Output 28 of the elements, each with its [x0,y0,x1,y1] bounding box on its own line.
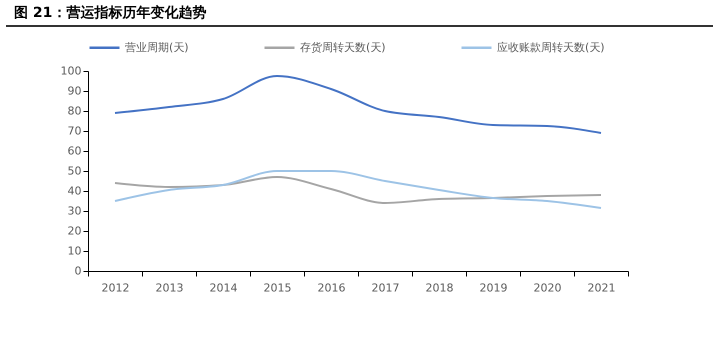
y-tick-label: 0 [74,264,82,278]
x-tick-label: 2018 [426,282,454,294]
x-tick-label: 2015 [264,282,292,294]
legend-label: 应收账款周转天数(天) [497,40,605,54]
y-tick-label: 60 [68,144,82,158]
x-tick-label: 2013 [156,282,184,294]
y-tick-label: 30 [68,204,82,218]
y-tick-label: 80 [68,104,82,118]
x-tick-label: 2021 [588,282,616,294]
line-series [114,75,602,134]
line-series [114,170,602,209]
y-tick-label: 50 [68,164,82,178]
legend-label: 营业周期(天) [125,40,189,54]
y-tick-label: 20 [68,224,82,238]
x-tick-label: 2014 [210,282,238,294]
y-tick-label: 100 [60,64,82,78]
y-tick-label: 90 [68,84,82,98]
y-tick-label: 10 [68,244,82,258]
y-tick-label: 40 [68,184,82,198]
x-tick-label: 2012 [102,282,130,294]
chart-title: 图 21：营运指标历年变化趋势 [6,0,713,27]
y-tick-label: 70 [68,124,82,138]
x-tick-label: 2017 [372,282,400,294]
x-tick-label: 2020 [534,282,562,294]
x-tick-label: 2019 [480,282,508,294]
line-series [114,176,602,204]
x-tick-label: 2016 [318,282,346,294]
legend-label: 存货周转天数(天) [300,40,386,54]
